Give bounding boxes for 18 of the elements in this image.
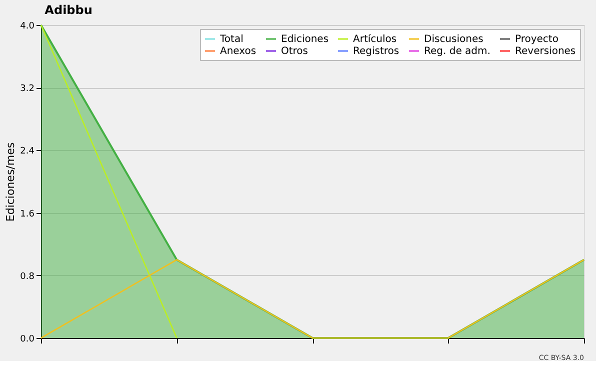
- y-tick-label: 1.6: [20, 209, 35, 220]
- y-tick-label: 2.4: [20, 146, 35, 157]
- legend-label: Discusiones: [424, 34, 484, 45]
- legend-label: Artículos: [353, 34, 397, 45]
- legend-label: Registros: [353, 46, 400, 57]
- legend-label: Proyecto: [515, 34, 558, 45]
- legend-label: Total: [219, 34, 244, 45]
- legend-label: Reg. de adm.: [424, 46, 490, 57]
- y-tick-label: 0.8: [20, 272, 35, 282]
- chart-title: Adibbu: [44, 3, 92, 17]
- y-axis-title: Ediciones/mes: [4, 142, 18, 222]
- legend-label: Anexos: [220, 46, 256, 57]
- legend-label: Reversiones: [515, 46, 576, 57]
- y-tick-label: 3.2: [20, 84, 34, 94]
- y-tick-label: 4.0: [20, 22, 35, 32]
- legend-label: Otros: [281, 46, 308, 57]
- legend-label: Ediciones: [281, 34, 329, 45]
- y-tick-label: 0.0: [20, 334, 35, 344]
